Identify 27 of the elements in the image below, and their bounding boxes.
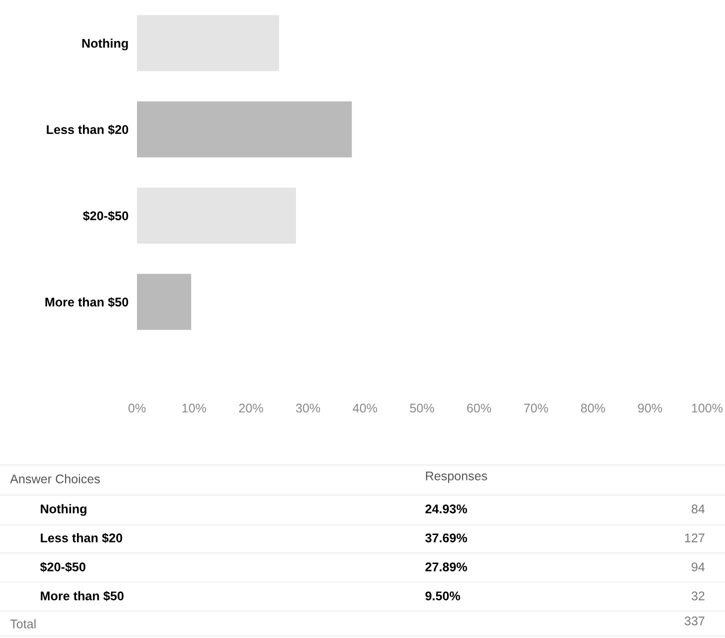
text: Total (10, 619, 36, 628)
text: Answer Choices (10, 474, 100, 484)
x-tick-label: 80% (581, 404, 606, 413)
x-tick-label: 60% (467, 404, 492, 413)
text: 37.69% (425, 534, 468, 542)
text: 84 (692, 504, 705, 514)
x-tick-label: 70% (524, 404, 548, 413)
text: 94 (692, 562, 705, 572)
y-tick-label: $20-$50 (82, 210, 128, 222)
x-tick-label: 20% (239, 404, 264, 413)
y-tick-label: Nothing (82, 38, 128, 50)
text: 9.50% (425, 592, 460, 600)
text: 27.89% (425, 562, 468, 572)
y-tick-label: More than $50 (45, 297, 128, 308)
text: 127 (685, 534, 704, 542)
x-tick-label: 10% (182, 404, 206, 413)
x-tick-label: 100% (692, 404, 723, 413)
text: 24.93% (425, 504, 468, 514)
x-tick-label: 40% (352, 404, 378, 413)
x-tick-label: 30% (296, 404, 320, 413)
x-tick-label: 90% (638, 404, 662, 413)
text: Responses (426, 472, 488, 483)
x-tick-label: 50% (410, 404, 434, 413)
text: 32 (692, 592, 704, 600)
y-tick-label: Less than $20 (46, 124, 128, 135)
text: 337 (684, 616, 704, 626)
x-tick-label: 0% (128, 404, 146, 413)
